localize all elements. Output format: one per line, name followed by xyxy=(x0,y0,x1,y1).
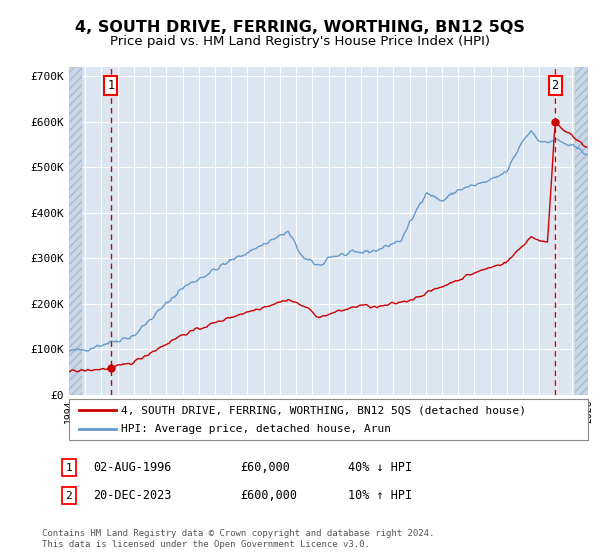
FancyBboxPatch shape xyxy=(69,399,588,440)
Text: 1: 1 xyxy=(107,79,115,92)
Text: 10% ↑ HPI: 10% ↑ HPI xyxy=(348,489,412,502)
Text: 1: 1 xyxy=(65,463,73,473)
Text: £600,000: £600,000 xyxy=(240,489,297,502)
Text: £60,000: £60,000 xyxy=(240,461,290,474)
Text: 20-DEC-2023: 20-DEC-2023 xyxy=(93,489,172,502)
Text: Contains HM Land Registry data © Crown copyright and database right 2024.
This d: Contains HM Land Registry data © Crown c… xyxy=(42,529,434,549)
Text: 40% ↓ HPI: 40% ↓ HPI xyxy=(348,461,412,474)
Text: 2: 2 xyxy=(551,79,559,92)
Text: 4, SOUTH DRIVE, FERRING, WORTHING, BN12 5QS: 4, SOUTH DRIVE, FERRING, WORTHING, BN12 … xyxy=(75,20,525,35)
Bar xyxy=(575,67,588,395)
Text: 4, SOUTH DRIVE, FERRING, WORTHING, BN12 5QS (detached house): 4, SOUTH DRIVE, FERRING, WORTHING, BN12 … xyxy=(121,405,526,415)
Text: HPI: Average price, detached house, Arun: HPI: Average price, detached house, Arun xyxy=(121,424,391,433)
Text: 2: 2 xyxy=(65,491,73,501)
Text: 02-AUG-1996: 02-AUG-1996 xyxy=(93,461,172,474)
Text: Price paid vs. HM Land Registry's House Price Index (HPI): Price paid vs. HM Land Registry's House … xyxy=(110,35,490,48)
Bar xyxy=(69,67,82,395)
